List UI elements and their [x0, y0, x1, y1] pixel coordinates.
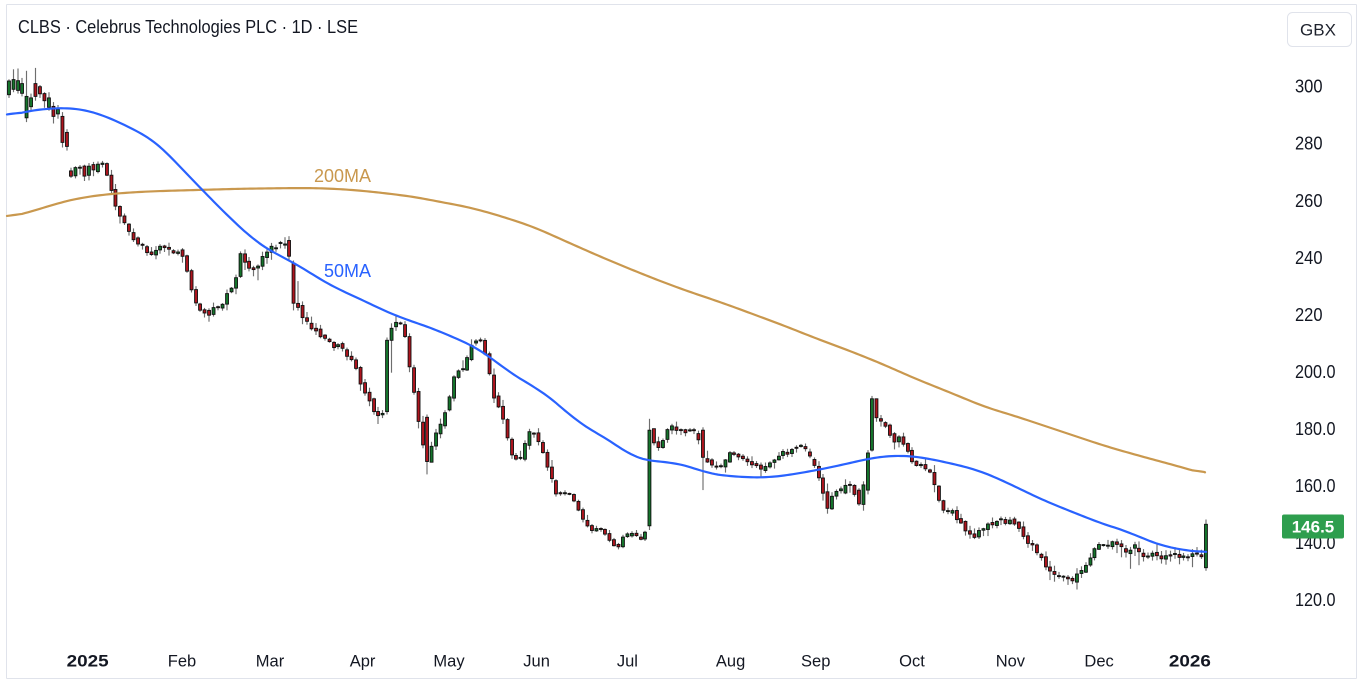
svg-text:260: 260: [1295, 191, 1323, 211]
svg-text:Mar: Mar: [256, 653, 285, 671]
svg-text:146.5: 146.5: [1292, 518, 1335, 537]
svg-text:Jun: Jun: [523, 653, 550, 671]
svg-text:Sep: Sep: [801, 653, 830, 671]
svg-text:CLBS · Celebrus Technologies P: CLBS · Celebrus Technologies PLC · 1D · …: [18, 17, 358, 37]
svg-text:160.0: 160.0: [1295, 476, 1336, 496]
svg-text:280: 280: [1295, 134, 1323, 154]
svg-text:Apr: Apr: [350, 653, 376, 671]
svg-text:Feb: Feb: [168, 653, 196, 671]
svg-text:50MA: 50MA: [324, 261, 371, 281]
svg-text:Dec: Dec: [1084, 653, 1113, 671]
svg-text:200.0: 200.0: [1295, 362, 1336, 382]
svg-text:220: 220: [1295, 305, 1323, 325]
svg-text:Aug: Aug: [716, 653, 745, 671]
svg-text:240: 240: [1295, 248, 1323, 268]
svg-text:Jul: Jul: [617, 653, 638, 671]
svg-text:300: 300: [1295, 77, 1323, 97]
svg-text:120.0: 120.0: [1295, 590, 1336, 610]
svg-text:GBX: GBX: [1300, 21, 1336, 40]
svg-text:200MA: 200MA: [314, 166, 371, 186]
svg-text:2025: 2025: [67, 653, 109, 671]
svg-text:Oct: Oct: [899, 653, 925, 671]
svg-text:May: May: [433, 653, 465, 671]
svg-text:180.0: 180.0: [1295, 419, 1336, 439]
svg-text:Nov: Nov: [996, 653, 1026, 671]
svg-text:2026: 2026: [1169, 653, 1211, 671]
